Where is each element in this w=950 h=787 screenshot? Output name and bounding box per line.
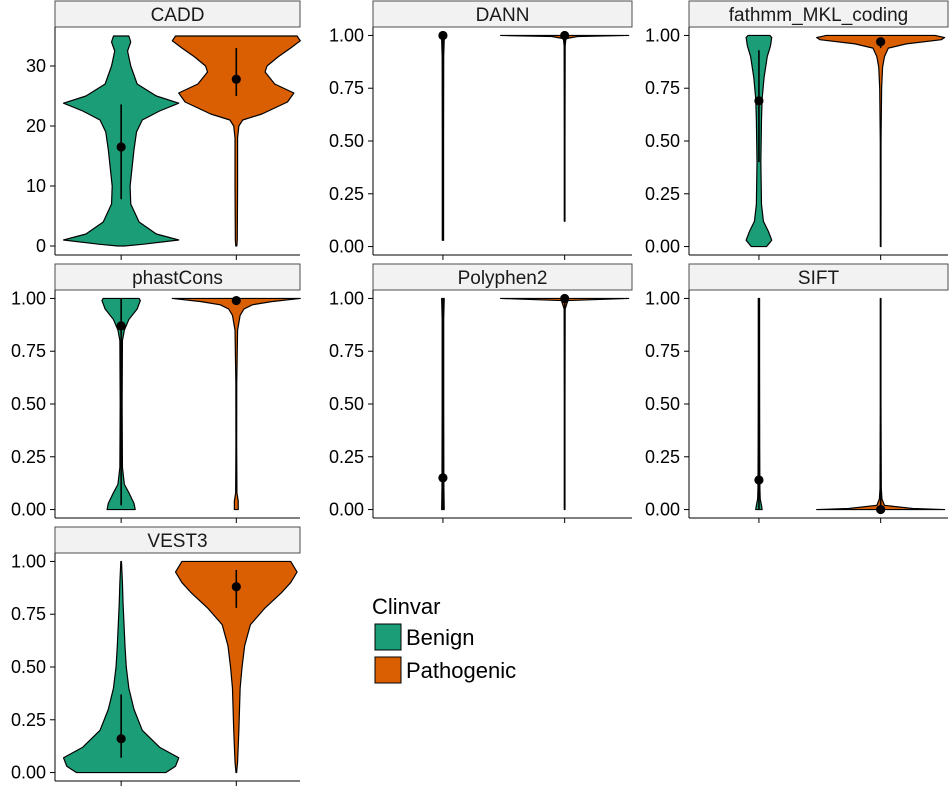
y-tick-label: 20 [26, 116, 46, 136]
facet-sift: SIFT 0.00 0.25 0.50 0.75 1.00 [645, 263, 949, 523]
y-tick-label: 0.25 [329, 184, 364, 204]
legend-label-pathogenic: Pathogenic [406, 658, 516, 683]
y-tick-label: 30 [26, 56, 46, 76]
median-point-benign [438, 30, 448, 41]
y-tick-label: 0.25 [645, 447, 680, 467]
y-tick-label: 0.50 [645, 394, 680, 414]
median-point-pathogenic [876, 37, 886, 47]
median-point-pathogenic [560, 293, 570, 304]
y-tick-label: 0.75 [645, 78, 680, 98]
facet-phastcons: phastCons 0.00 0.25 0.50 0.75 1.00 [11, 263, 301, 523]
median-point-pathogenic [876, 504, 886, 515]
median-point-benign [438, 473, 448, 483]
y-tick-label: 1.00 [329, 25, 364, 45]
facet-polyphen2: Polyphen2 0.00 0.25 0.50 0.75 1.00 [329, 263, 633, 523]
y-tick-label: 0.75 [645, 341, 680, 361]
y-tick-label: 10 [26, 176, 46, 196]
facet-title: DANN [476, 5, 530, 26]
median-point-benign [116, 142, 126, 152]
median-point-pathogenic [231, 582, 241, 592]
y-tick-label: 0.50 [329, 131, 364, 151]
y-tick-label: 0.50 [645, 131, 680, 151]
y-tick-label: 0.25 [329, 447, 364, 467]
violin-pathogenic [816, 34, 946, 248]
violin-pathogenic [171, 35, 301, 247]
median-point-pathogenic [231, 295, 241, 306]
y-tick-label: 0.00 [645, 500, 680, 520]
y-tick-label: 1.00 [11, 551, 46, 571]
y-tick-label: 0.75 [11, 341, 46, 361]
y-tick-label: 0.25 [11, 447, 46, 467]
violin-pathogenic [174, 560, 298, 774]
y-tick-label: 1.00 [645, 288, 680, 308]
facet-title: CADD [151, 5, 205, 26]
facet-strip [54, 263, 301, 291]
y-tick-label: 0.25 [645, 184, 680, 204]
facet-vest3: VEST3 0.00 0.25 0.50 0.75 1.00 [11, 526, 301, 786]
facet-title: phastCons [132, 268, 223, 289]
y-tick-label: 1.00 [645, 25, 680, 45]
facet-title: SIFT [798, 268, 840, 289]
y-tick-label: 0.75 [11, 604, 46, 624]
violin-pathogenic [171, 297, 301, 511]
median-point-pathogenic [231, 74, 241, 84]
facet-strip [372, 263, 633, 291]
y-tick-label: 0.75 [329, 78, 364, 98]
legend-swatch-pathogenic [374, 656, 402, 684]
facet-dann: DANN 0.00 0.25 0.50 0.75 1.00 [329, 0, 633, 260]
y-tick-label: 0.00 [11, 763, 46, 783]
y-tick-label: 0.75 [329, 341, 364, 361]
y-tick-label: 1.00 [11, 288, 46, 308]
facet-strip [54, 0, 301, 28]
y-tick-label: 0.50 [11, 657, 46, 677]
median-point-benign [754, 475, 764, 485]
facet-fathmm-mkl-coding: fathmm_MKL_coding 0.00 0.25 0.50 0.75 1.00 [645, 0, 949, 260]
y-tick-label: 0.25 [11, 710, 46, 730]
facet-title: fathmm_MKL_coding [729, 5, 909, 26]
y-tick-label: 0.00 [329, 500, 364, 520]
legend-title: Clinvar [372, 594, 440, 619]
legend-swatch-benign [374, 623, 402, 651]
y-tick-label: 0.00 [645, 237, 680, 257]
y-tick-label: 0.50 [329, 394, 364, 414]
median-point-benign [116, 734, 126, 744]
median-point-pathogenic [560, 30, 570, 41]
y-tick-label: 0.00 [329, 237, 364, 257]
y-tick-label: 0.50 [11, 394, 46, 414]
legend: Clinvar Benign Pathogenic [372, 594, 516, 684]
y-tick-label: 1.00 [329, 288, 364, 308]
median-point-benign [754, 96, 764, 106]
facet-strip [688, 0, 949, 28]
facet-cadd: CADD 0 10 20 30 [26, 0, 301, 260]
facet-strip [688, 263, 949, 291]
y-tick-label: 0.00 [11, 500, 46, 520]
median-point-benign [116, 321, 126, 331]
facet-strip [372, 0, 633, 28]
legend-label-benign: Benign [406, 625, 475, 650]
y-tick-label: 0 [36, 236, 46, 256]
facet-strip [54, 526, 301, 554]
facet-title: VEST3 [147, 531, 207, 552]
facet-title: Polyphen2 [458, 268, 548, 289]
violin-benign [62, 560, 180, 774]
